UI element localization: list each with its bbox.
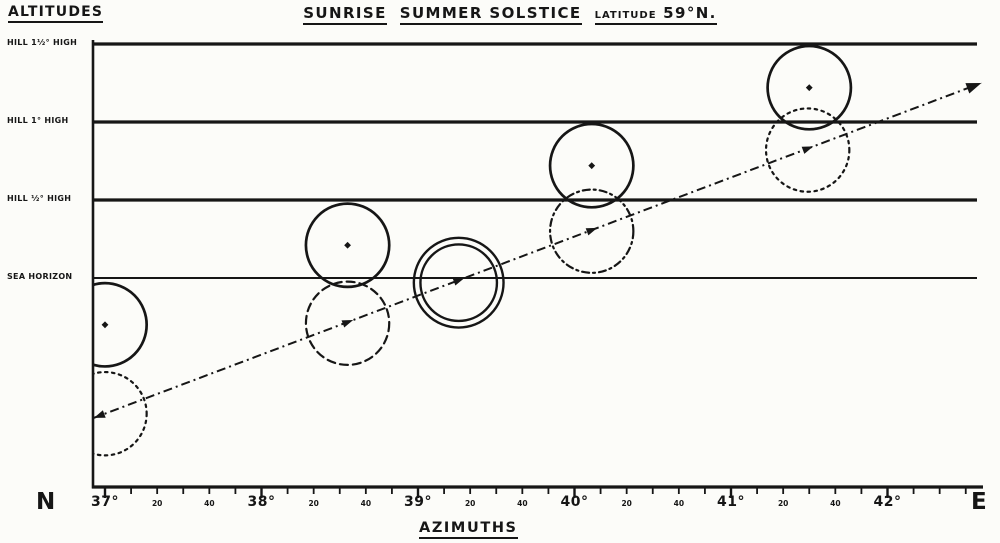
path-end-arrowhead (965, 83, 982, 94)
azimuth-degree-label: 40° (560, 494, 589, 510)
path-start-arrowhead (93, 410, 106, 418)
sun-center-dot (344, 241, 351, 249)
azimuth-minute-label: 20 (464, 499, 476, 508)
east-label: E (971, 489, 987, 515)
azimuth-minute-label: 40 (517, 499, 528, 508)
sun-center-dot (805, 84, 813, 92)
sun-circle-solid (548, 122, 635, 209)
azimuth-minute-label: 20 (621, 499, 632, 508)
sun-circle-dotted (764, 107, 851, 193)
title-sunrise: SUNRISE (303, 4, 387, 25)
azimuth-minute-label: 20 (777, 499, 789, 508)
azimuth-minute-label: 20 (308, 499, 319, 508)
chart-title: SUNRISE SUMMER SOLSTICE LATITUDE 59°N. (303, 4, 717, 25)
path-mid-arrowhead (585, 227, 598, 236)
sun-center-dot (588, 162, 596, 170)
azimuth-minute-label: 40 (204, 499, 215, 508)
title-latitude: LATITUDE 59°N. (594, 4, 717, 25)
sun-circle-double-inner (419, 243, 499, 323)
sun-circle-dashed (304, 280, 391, 366)
altitude-line-label: HILL 1° HIGH (7, 116, 69, 125)
altitude-line-label: HILL 1½° HIGH (7, 38, 78, 47)
sun-circle-solid (93, 281, 148, 368)
azimuth-degree-label: 41° (717, 494, 745, 510)
azimuth-minute-label: 40 (830, 499, 841, 508)
sun-circle-double-outer (412, 236, 505, 329)
azimuth-degree-label: 42° (873, 494, 902, 510)
altitude-line-label: SEA HORIZON (7, 272, 73, 281)
altitude-line-label: HILL ½° HIGH (7, 194, 72, 203)
title-summer-solstice: SUMMER SOLSTICE (399, 4, 582, 25)
title-latitude-word: LATITUDE (594, 10, 657, 21)
path-mid-arrowhead (341, 320, 354, 328)
azimuths-axis-title: AZIMUTHS (419, 520, 518, 539)
azimuth-degree-label: 38° (247, 494, 276, 510)
sun-path-line (93, 82, 982, 420)
sun-circle-solid (766, 44, 853, 131)
plot-contents (93, 44, 982, 457)
azimuth-minute-label: 40 (673, 499, 685, 508)
path-mid-arrowhead (452, 278, 465, 286)
azimuth-degree-label: 37° (91, 494, 119, 510)
title-latitude-value: 59°N. (663, 4, 717, 22)
altitudes-axis-title: ALTITUDES (8, 4, 104, 23)
path-mid-arrowhead (801, 146, 814, 154)
sun-circle-dotted (93, 370, 148, 457)
sun-circle-dashdot (548, 188, 635, 274)
north-label: N (36, 489, 56, 515)
sun-circle-solid (304, 202, 391, 289)
azimuth-degree-label: 39° (404, 494, 432, 510)
azimuth-minute-label: 40 (360, 499, 372, 508)
sun-center-dot (101, 321, 109, 329)
azimuth-minute-label: 20 (151, 499, 163, 508)
